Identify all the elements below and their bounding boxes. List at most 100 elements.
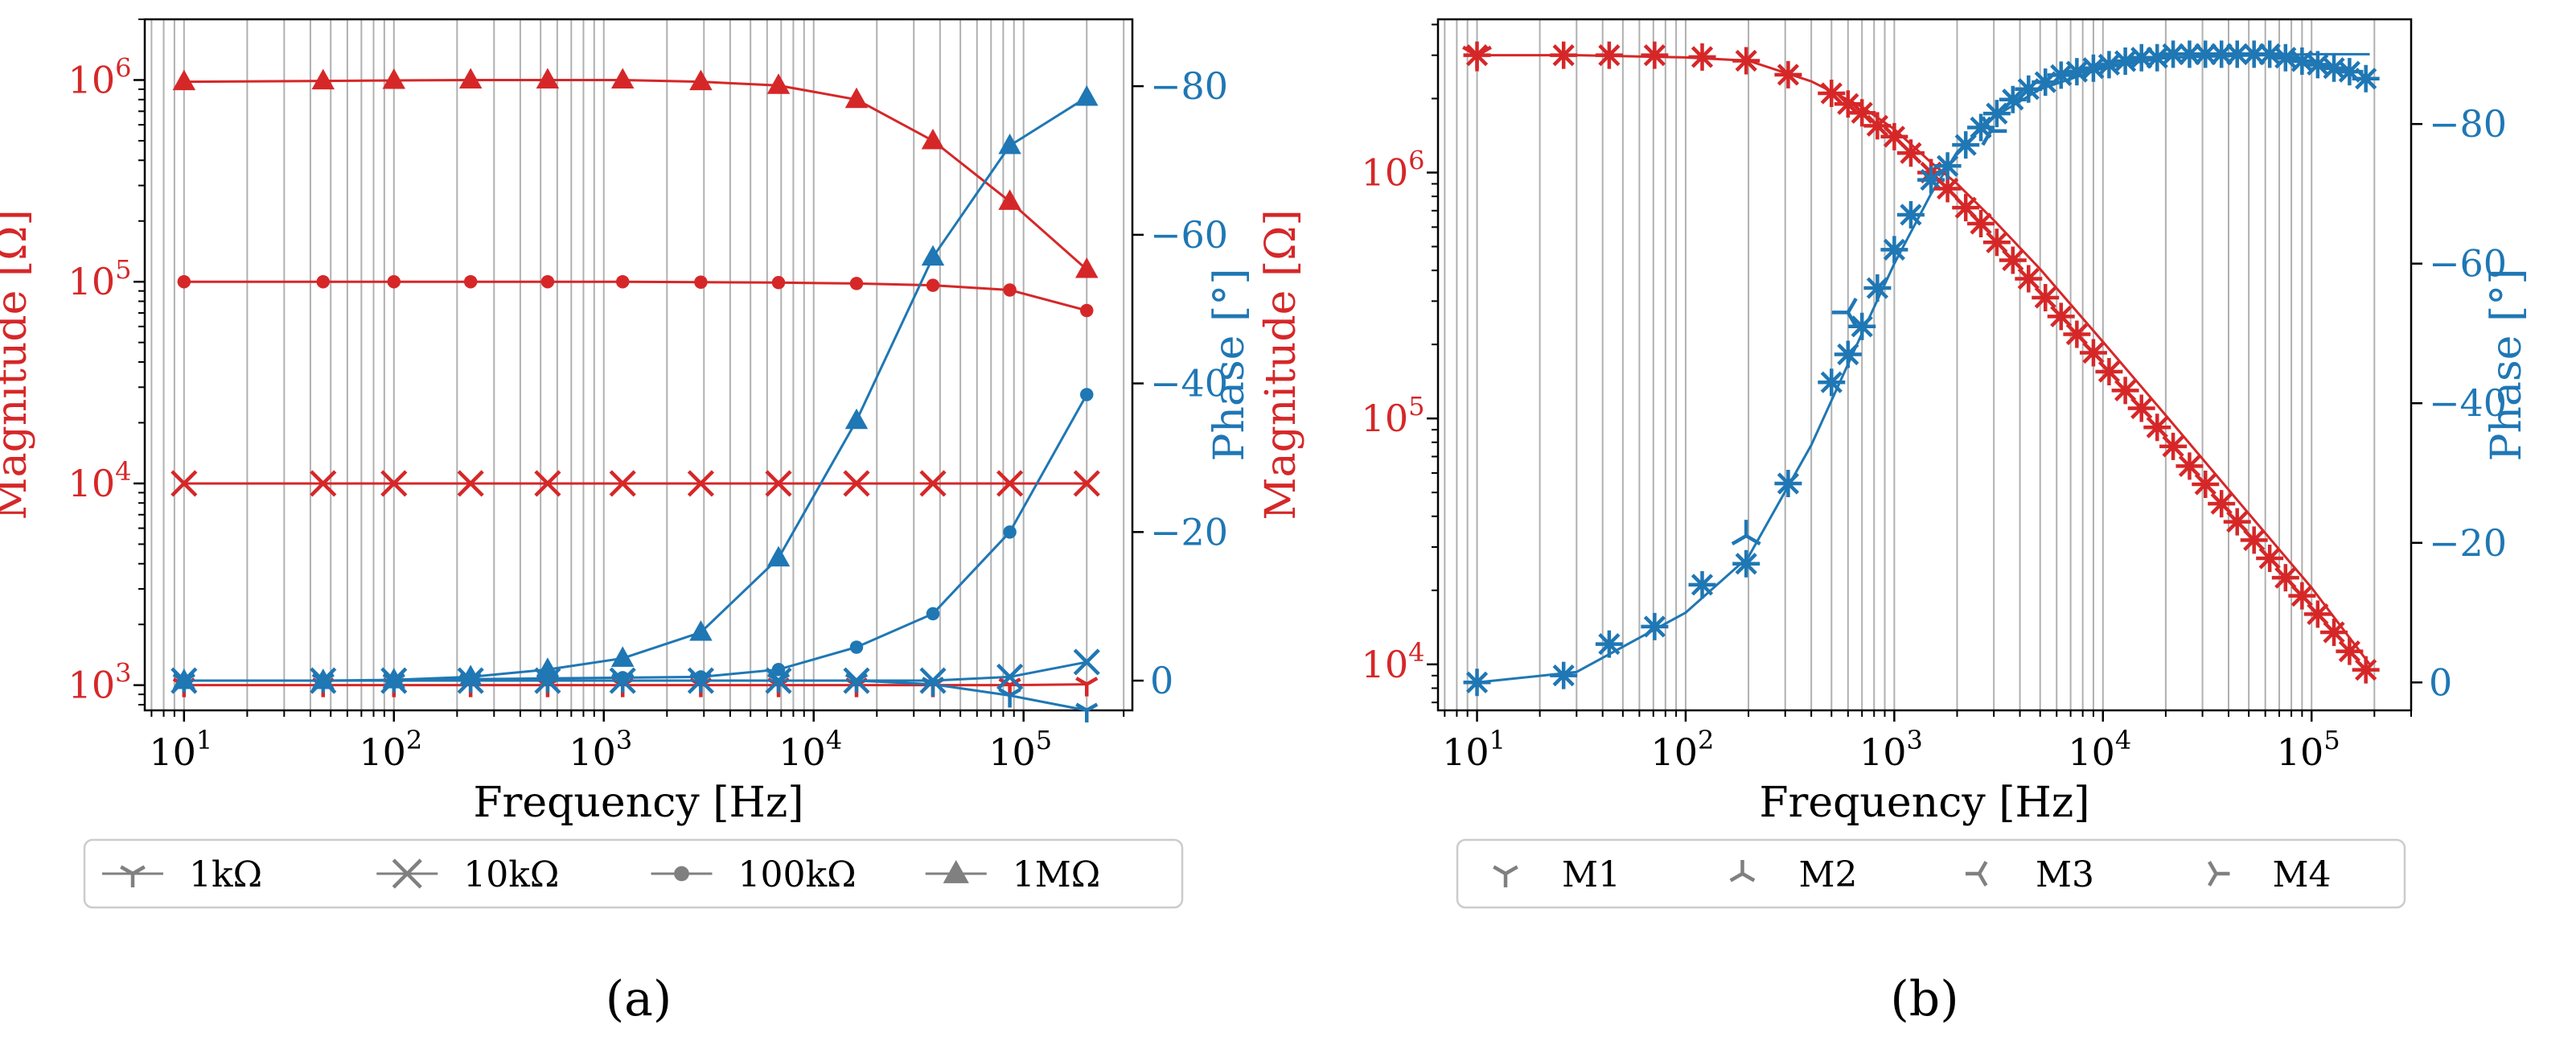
- phase-point: [2159, 40, 2188, 68]
- magnitude-point-x: [310, 470, 337, 497]
- phase-point-triangle: [921, 245, 945, 266]
- series-layer: [1462, 40, 2380, 697]
- magnitude-point: [2352, 656, 2380, 684]
- phase-fit-line: [1477, 52, 2370, 684]
- phase-outlier-tri_right: [1981, 116, 2007, 146]
- legend-marker-tri_right: [2208, 861, 2230, 887]
- y-right-tick-label: −40: [1150, 362, 1228, 405]
- magnitude-point-triangle: [998, 189, 1021, 210]
- x-axis-label: Frequency [Hz]: [473, 779, 803, 827]
- phase-outlier-tri_left: [1831, 297, 1858, 327]
- y-right-tick-label: −20: [1150, 510, 1228, 553]
- panel-a: 101 102 103 104 1051031041051060−20−40−60−80…: [0, 18, 1254, 1027]
- phase-point-tri_down: [1075, 702, 1099, 722]
- magnitude-point: [2063, 320, 2091, 348]
- y-left-axis-label: Magnitude [Ω]: [0, 209, 36, 520]
- phase-point: [1688, 570, 1716, 599]
- phase-point-tri_down: [998, 688, 1021, 708]
- phase-point-x: [1073, 648, 1100, 676]
- phase-point-triangle: [610, 646, 635, 667]
- magnitude-point-tri_down: [1075, 677, 1099, 697]
- magnitude-point: [2047, 302, 2075, 331]
- magnitude-point-x: [919, 470, 947, 497]
- magnitude-point: [2095, 357, 2123, 385]
- phase-point-triangle: [536, 657, 560, 678]
- x-tick-label: 105: [2277, 725, 2340, 774]
- magnitude-point: [2240, 526, 2268, 554]
- magnitude-point: [2192, 470, 2220, 498]
- magnitude-point-x: [765, 470, 792, 497]
- legend-marker-tri_down: [1493, 865, 1518, 887]
- phase-point: [1896, 200, 1925, 228]
- magnitude-point: [2111, 376, 2139, 405]
- phase-point-x: [996, 663, 1024, 691]
- phase-point-dot: [1003, 525, 1017, 539]
- legend-label: 1kΩ: [189, 854, 262, 895]
- phase-point-dot: [1079, 388, 1094, 401]
- magnitude-point: [2336, 637, 2364, 665]
- x-axis-label: Frequency [Hz]: [1759, 779, 2089, 827]
- legend-marker-dot: [674, 866, 689, 882]
- phase-line-dot: [183, 393, 1088, 682]
- panel-b: 101 102 103 104 1051041051060−20−40−60−80Fre…: [1257, 18, 2531, 1027]
- magnitude-point-triangle: [921, 128, 945, 150]
- magnitude-point-dot: [1079, 303, 1094, 318]
- magnitude-point: [1999, 246, 2027, 274]
- magnitude-point: [2320, 618, 2348, 646]
- y-left-tick-label-exp: 4: [1408, 637, 1424, 668]
- phase-point: [1818, 368, 1846, 397]
- x-tick-label: 104: [779, 725, 842, 774]
- magnitude-line-dot: [183, 280, 1087, 312]
- magnitude-point-dot: [177, 274, 191, 289]
- legend-marker-triangle: [943, 860, 969, 883]
- legend-marker-tri_up: [1729, 860, 1756, 883]
- series-layer: [171, 68, 1100, 722]
- phase-point: [1848, 312, 1876, 340]
- legend-marker-tri_left: [1966, 861, 1988, 887]
- phase-outlier-tri_up: [1731, 520, 1761, 546]
- y-left-axis-label: Magnitude [Ω]: [1257, 209, 1305, 520]
- x-tick-label-exp: 1: [196, 725, 212, 755]
- y-right-tick-label: −20: [2429, 521, 2507, 565]
- magnitude-point-dot: [771, 276, 786, 290]
- x-tick-label: 104: [2068, 725, 2131, 774]
- y-left-tick-label-exp: 5: [115, 254, 131, 285]
- magnitude-point: [1896, 139, 1925, 167]
- magnitude-point: [2208, 490, 2236, 518]
- magnitude-point: [1688, 43, 1716, 71]
- magnitude-point-triangle: [382, 68, 406, 89]
- magnitude-point: [2079, 339, 2107, 367]
- x-tick-label: 103: [569, 725, 632, 774]
- y-left-tick-label-exp: 6: [115, 52, 131, 83]
- y-left-tick-label-base: 10: [68, 462, 116, 505]
- y-left-tick-label: 104: [1362, 637, 1425, 686]
- phase-point: [2320, 54, 2348, 82]
- phase-point-triangle: [1074, 84, 1099, 106]
- magnitude-point: [2015, 265, 2043, 293]
- x-tick-label: 105: [988, 725, 1052, 774]
- magnitude-point: [1595, 41, 1623, 69]
- magnitude-point: [2175, 452, 2204, 480]
- magnitude-line-triangle: [183, 78, 1088, 271]
- x-tick-label-exp: 2: [1698, 725, 1714, 755]
- y-left-tick-label-base: 10: [68, 260, 116, 303]
- magnitude-point: [1774, 60, 1802, 88]
- x-tick-label-base: 10: [149, 730, 196, 774]
- x-tick-label: 101: [1442, 725, 1506, 774]
- y-right-tick-label: −80: [2429, 102, 2507, 146]
- y-left-tick-label: 104: [68, 456, 132, 505]
- magnitude-point: [2143, 414, 2171, 442]
- phase-point-triangle: [382, 668, 406, 689]
- x-tick-label: 102: [359, 725, 422, 774]
- phase-point-dot: [694, 670, 708, 684]
- y-left-tick-label: 105: [1362, 391, 1425, 440]
- x-tick-label-exp: 5: [2323, 725, 2340, 755]
- y-left-tick-label-base: 10: [1362, 643, 1409, 686]
- magnitude-point: [1834, 90, 1862, 118]
- y-right-tick-label: −80: [1150, 64, 1228, 108]
- magnitude-point: [1967, 209, 1995, 237]
- magnitude-point: [1818, 80, 1846, 108]
- legend: 1kΩ 10kΩ 100kΩ 1MΩ: [83, 838, 1184, 909]
- magnitude-point: [1732, 47, 1760, 75]
- x-tick-label: 102: [1651, 725, 1715, 774]
